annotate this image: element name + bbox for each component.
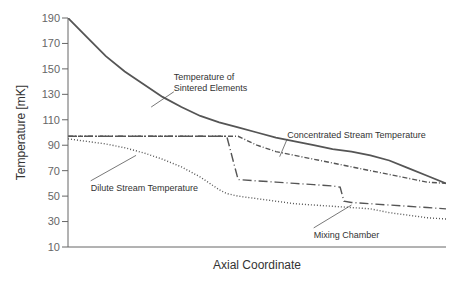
svg-text:Mixing Chamber: Mixing Chamber — [314, 230, 380, 240]
svg-text:170: 170 — [42, 37, 60, 49]
svg-text:130: 130 — [42, 88, 60, 100]
svg-text:Dilute Stream Temperature: Dilute Stream Temperature — [91, 183, 198, 193]
svg-text:70: 70 — [48, 165, 60, 177]
svg-text:190: 190 — [42, 12, 60, 24]
svg-text:50: 50 — [48, 190, 60, 202]
svg-text:Temperature [mK]: Temperature [mK] — [14, 85, 28, 180]
svg-text:Concentrated Stream Temperatur: Concentrated Stream Temperature — [287, 130, 425, 140]
svg-text:Axial Coordinate: Axial Coordinate — [213, 258, 301, 272]
svg-text:30: 30 — [48, 215, 60, 227]
svg-text:90: 90 — [48, 139, 60, 151]
svg-text:10: 10 — [48, 241, 60, 253]
svg-text:150: 150 — [42, 63, 60, 75]
svg-text:110: 110 — [42, 114, 60, 126]
svg-text:Temperature ofSintered Element: Temperature ofSintered Elements — [174, 72, 248, 93]
